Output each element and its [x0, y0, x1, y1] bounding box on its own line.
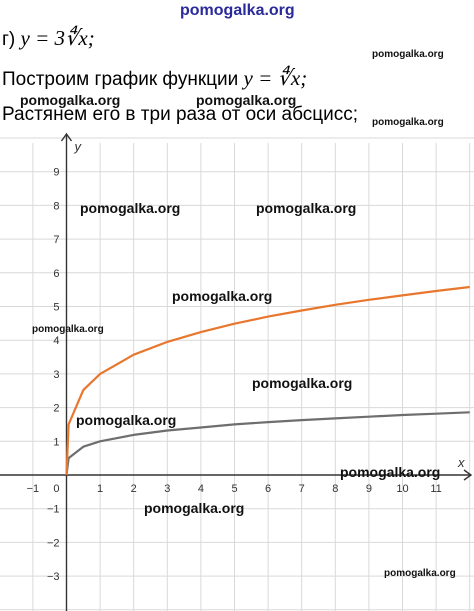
x-tick-label: 11 [430, 483, 441, 495]
build-graph-formula: y = ∜x; [243, 66, 308, 90]
y-tick-label: 7 [53, 234, 59, 246]
y-axis-label: y [74, 139, 83, 154]
watermark[interactable]: pomogalka.org [372, 49, 444, 60]
y-tick-label: 2 [53, 403, 59, 415]
watermark[interactable]: pomogalka.org [32, 324, 104, 335]
x-axis-arrow [463, 469, 473, 481]
watermark[interactable]: pomogalka.org [144, 500, 245, 516]
x-tick-label: 3 [164, 483, 170, 495]
x-tick-label: 9 [366, 483, 372, 495]
y-tick-label: 6 [53, 268, 59, 280]
site-banner[interactable]: pomogalka.org [180, 2, 295, 19]
y-axis-arrow [60, 132, 73, 142]
y-tick-label: 1 [53, 436, 59, 448]
x-tick-label: −1 [27, 483, 40, 495]
fourth-root-curve [65, 411, 470, 476]
task-item-line: г) y = 3∜x; [2, 26, 95, 51]
y-tick-label: 8 [53, 200, 59, 212]
chart-grid [0, 137, 474, 611]
y-tick-label: −2 [47, 537, 60, 549]
y-tick-label: 9 [53, 167, 59, 179]
build-graph-text: Построим график функции [2, 69, 239, 90]
x-tick-label: 1 [97, 483, 103, 495]
x-tick-label: 7 [299, 483, 305, 495]
watermark[interactable]: pomogalka.org [384, 568, 456, 579]
y-tick-label: 4 [53, 335, 59, 347]
watermark[interactable]: pomogalka.org [256, 200, 357, 216]
y-tick-label: 3 [53, 369, 59, 381]
x-tick-label: 4 [198, 483, 204, 495]
x-axis-label: x [457, 455, 465, 470]
x-tick-label: 6 [265, 483, 271, 495]
stretched-fourth-root-curve [65, 285, 470, 476]
item-label: г) [2, 29, 16, 50]
origin-label: 0 [53, 483, 59, 495]
y-tick-label: −3 [47, 571, 60, 583]
item-formula: y = 3∜x; [20, 26, 95, 50]
watermark[interactable]: pomogalka.org [196, 92, 297, 108]
x-tick-label: 8 [332, 483, 338, 495]
watermark[interactable]: pomogalka.org [372, 117, 444, 128]
chart-curves [65, 285, 470, 476]
chart-tick-labels: −1 1 2 3 4 5 6 7 8 9 10 11 −3 −2 −1 1 2 3 4 5 6 7 8 9 0 [27, 167, 442, 583]
y-tick-label: −1 [47, 504, 60, 516]
y-tick-label: 5 [53, 302, 59, 314]
watermark[interactable]: pomogalka.org [80, 200, 181, 216]
x-tick-label: 10 [396, 483, 408, 495]
watermark[interactable]: pomogalka.org [340, 464, 441, 480]
x-tick-label: 5 [231, 483, 237, 495]
build-graph-line: Построим график функции y = ∜x; [2, 66, 307, 91]
stretch-line: Растянем его в три раза от оси абсцисс; [2, 104, 359, 125]
watermark[interactable]: pomogalka.org [252, 375, 353, 391]
watermark[interactable]: pomogalka.org [76, 412, 177, 428]
watermark[interactable]: pomogalka.org [172, 288, 273, 304]
x-tick-label: 2 [131, 483, 137, 495]
chart-axes: xy [0, 132, 473, 611]
watermark[interactable]: pomogalka.org [20, 92, 121, 108]
